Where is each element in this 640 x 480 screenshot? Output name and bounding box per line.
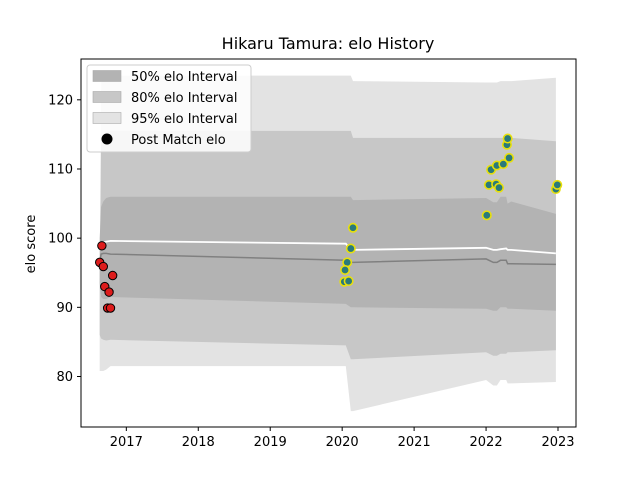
x-tick-label-2: 2019 bbox=[254, 435, 287, 450]
data-point-yellow-1 bbox=[345, 243, 356, 254]
data-point-yellow-14 bbox=[502, 133, 513, 144]
y-tick-label-1: 90 bbox=[56, 301, 73, 316]
data-point-red-7 bbox=[107, 270, 118, 281]
legend-label-2: 95% elo Interval bbox=[131, 112, 238, 127]
y-axis-ticks: 80 90 100 110 120 bbox=[48, 93, 81, 385]
x-axis-ticks: 2017 2018 2019 2020 2021 2022 2023 bbox=[110, 427, 575, 450]
y-tick-label-2: 100 bbox=[48, 232, 73, 247]
data-point-yellow-17 bbox=[552, 179, 563, 190]
data-point-yellow-0 bbox=[347, 222, 358, 233]
legend-label-1: 80% elo Interval bbox=[131, 91, 238, 106]
legend: 50% elo Interval 80% elo Interval 95% elo … bbox=[86, 64, 252, 153]
x-tick-label-4: 2021 bbox=[398, 435, 431, 450]
legend-box bbox=[86, 64, 252, 153]
data-point-yellow-12 bbox=[498, 159, 509, 170]
trend-lines bbox=[98, 239, 556, 266]
data-point-yellow-6 bbox=[481, 210, 492, 221]
data-point-yellow-3 bbox=[340, 264, 351, 275]
legend-label-0: 50% elo Interval bbox=[131, 70, 238, 85]
median-line bbox=[98, 252, 556, 266]
x-tick-label-0: 2017 bbox=[110, 435, 143, 450]
chart-title: Hikaru Tamura: elo History bbox=[222, 34, 435, 53]
data-point-red-6 bbox=[104, 287, 114, 297]
mean-line bbox=[98, 239, 556, 255]
legend-swatch-band80 bbox=[92, 91, 122, 103]
data-point-yellow-10 bbox=[494, 182, 505, 193]
data-point-yellow-15 bbox=[504, 152, 515, 163]
legend-swatch-band50 bbox=[92, 70, 122, 82]
x-tick-label-1: 2018 bbox=[182, 435, 215, 450]
x-tick-label-5: 2022 bbox=[470, 435, 503, 450]
y-tick-label-4: 120 bbox=[48, 93, 73, 108]
legend-swatch-band95 bbox=[92, 112, 122, 124]
data-points bbox=[95, 133, 563, 313]
y-tick-label-0: 80 bbox=[56, 370, 73, 385]
data-point-red-2 bbox=[98, 261, 109, 272]
data-point-red-5 bbox=[105, 303, 116, 313]
legend-marker-post-match bbox=[101, 133, 113, 145]
y-axis-label: elo score bbox=[24, 215, 39, 274]
x-tick-label-6: 2023 bbox=[541, 435, 574, 450]
plot-frame bbox=[80, 58, 577, 428]
band-50 bbox=[99, 196, 556, 311]
y-tick-label-3: 110 bbox=[48, 162, 73, 177]
x-tick-label-3: 2020 bbox=[326, 435, 359, 450]
legend-label-3: Post Match elo bbox=[131, 133, 226, 148]
data-point-red-0 bbox=[97, 241, 107, 251]
data-point-yellow-5 bbox=[343, 276, 354, 287]
